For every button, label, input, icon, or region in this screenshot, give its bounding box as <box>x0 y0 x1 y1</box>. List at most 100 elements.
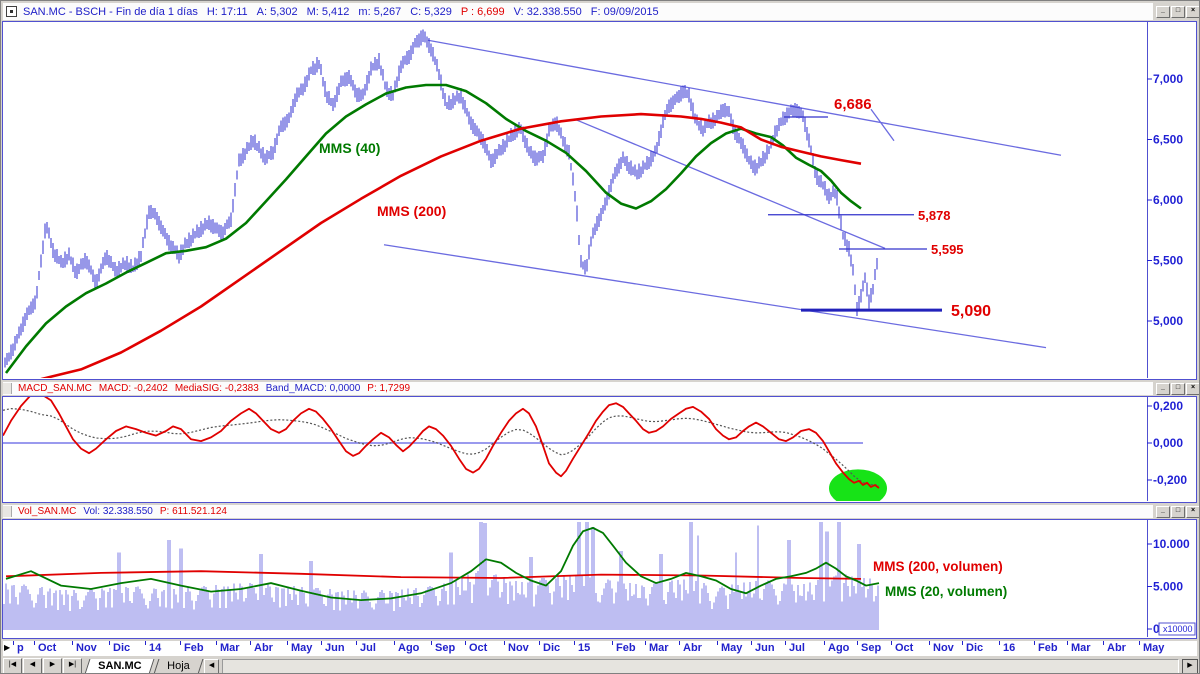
time-axis-tick <box>394 641 395 645</box>
time-axis-tick <box>321 641 322 645</box>
price-level-label: 5,878 <box>918 208 951 223</box>
price-panel-title: SAN.MC - BSCH - Fin de día 1 días H: 17:1… <box>23 6 668 18</box>
volume-y-axis: 10.000 5.000 0 x10000 <box>1147 537 1196 636</box>
scroll-right-button[interactable]: ▶ <box>1182 658 1198 673</box>
time-axis-tick <box>612 641 613 645</box>
title-segment-0: SAN.MC - BSCH - Fin de día 1 días <box>23 5 198 18</box>
last-sheet-button[interactable]: ▶| <box>63 658 82 673</box>
macd-panel-frame[interactable] <box>2 396 1197 503</box>
time-axis-tick <box>999 641 1000 645</box>
title-segment-3: M: 5,412 <box>306 5 350 18</box>
first-sheet-button[interactable]: |◀ <box>3 658 22 673</box>
mms200-label: MMS (200) <box>377 203 446 219</box>
macd-highlight-ellipse <box>829 469 887 501</box>
time-axis-tick <box>1034 641 1035 645</box>
restore-button[interactable]: □ <box>1171 506 1185 518</box>
price-level-label: 5,090 <box>951 303 991 320</box>
macd-header-segment-4: P: 1,7299 <box>367 383 411 394</box>
minimize-button[interactable]: _ <box>1156 6 1170 18</box>
time-axis-tick <box>857 641 858 645</box>
price-panel-titlebar: SAN.MC - BSCH - Fin de día 1 días H: 17:1… <box>3 3 1153 20</box>
horizontal-scrollbar-track[interactable] <box>222 658 1179 673</box>
time-axis-tick <box>13 641 14 645</box>
volume-panel-controls: _ □ × <box>1156 506 1199 518</box>
prev-sheet-button[interactable]: ◀ <box>23 658 42 673</box>
time-axis-tick <box>72 641 73 645</box>
time-axis-tick <box>34 641 35 645</box>
time-axis-tick <box>109 641 110 645</box>
volume-multiplier-box <box>1158 622 1196 636</box>
macd-panel-header: MACD_SAN.MC MACD: -0,2402 MediaSIG: -0,238… <box>3 382 1153 395</box>
time-axis-tick <box>431 641 432 645</box>
price-panel-frame[interactable] <box>2 21 1197 380</box>
next-sheet-button[interactable]: ▶ <box>43 658 62 673</box>
time-axis-label: Nov <box>76 642 97 654</box>
time-axis-tick <box>751 641 752 645</box>
minimize-button[interactable]: _ <box>1156 506 1170 518</box>
mms40-line <box>4 83 862 374</box>
time-axis-label: Ago <box>398 642 420 654</box>
volume-plot-area[interactable] <box>3 522 880 630</box>
minimize-button[interactable]: _ <box>1156 383 1170 395</box>
time-axis-label: Ago <box>828 642 850 654</box>
time-axis-label: Mar <box>1071 642 1091 654</box>
svg-text:0,000: 0,000 <box>1153 436 1183 450</box>
time-axis-label: 14 <box>149 642 162 654</box>
macd-header-segment-2: MediaSIG: -0,2383 <box>174 383 259 394</box>
price-plot-area[interactable] <box>4 29 1062 380</box>
time-axis-tick <box>465 641 466 645</box>
restore-button[interactable]: □ <box>1171 383 1185 395</box>
sheet-tab-san-mc[interactable]: SAN.MC <box>84 658 155 673</box>
title-segment-5: C: 5,329 <box>410 5 452 18</box>
macd-header-segment-0: MACD_SAN.MC <box>18 383 92 394</box>
svg-text:0,200: 0,200 <box>1153 399 1183 413</box>
time-axis-tick <box>1067 641 1068 645</box>
macd-header-segment-3: Band_MACD: 0,0000 <box>265 383 361 394</box>
time-axis-label: May <box>1143 642 1165 654</box>
macd-plot-area[interactable] <box>3 394 887 507</box>
sheet-tab-hoja[interactable]: Hoja <box>153 658 204 673</box>
macd-line <box>3 397 880 489</box>
macd-panel-grip-icon[interactable] <box>3 383 12 394</box>
time-axis-label: Oct <box>895 642 914 654</box>
time-axis-tick <box>824 641 825 645</box>
time-axis-label: 16 <box>1003 642 1016 654</box>
volume-panel-grip-icon[interactable] <box>3 506 12 517</box>
svg-text:10.000: 10.000 <box>1153 537 1190 551</box>
time-axis-tick <box>1103 641 1104 645</box>
svg-text:5,000: 5,000 <box>1153 314 1183 328</box>
volume-bars <box>3 522 879 630</box>
time-axis-label: Sep <box>861 642 882 654</box>
svg-text:5.000: 5.000 <box>1153 580 1183 594</box>
window-menu-icon[interactable] <box>6 6 17 17</box>
price-level-label: 5,595 <box>931 242 964 257</box>
time-axis-tick <box>645 641 646 645</box>
close-button[interactable]: × <box>1186 383 1199 395</box>
tab-scroll-left-button[interactable]: ◀ <box>204 658 220 673</box>
time-axis-tick <box>145 641 146 645</box>
vol-header-segment-2: P: 611.521.124 <box>159 506 227 517</box>
close-button[interactable]: × <box>1186 506 1199 518</box>
sheet-tab-label: SAN.MC <box>98 659 142 672</box>
time-axis-label: Abr <box>683 642 702 654</box>
svg-text:0: 0 <box>1153 622 1160 636</box>
title-segment-7: V: 32.338.550 <box>513 5 582 18</box>
macd-y-axis: 0,200 0,000 -0,200 <box>1147 399 1187 487</box>
time-axis-label: Nov <box>933 642 954 654</box>
time-axis-tick <box>962 641 963 645</box>
level-lines <box>768 116 942 312</box>
vol-mms200-label: MMS (200, volumen) <box>873 559 1003 574</box>
close-button[interactable]: × <box>1186 6 1199 18</box>
macd-signal-line <box>3 407 880 487</box>
restore-button[interactable]: □ <box>1171 6 1185 18</box>
time-axis-tick <box>539 641 540 645</box>
time-axis-label: Jun <box>755 642 775 654</box>
vol-mms200-line <box>5 570 862 580</box>
vol-header-segment-1: Vol: 32.338.550 <box>83 506 153 517</box>
vol-mms20-line <box>5 526 880 602</box>
time-axis-tick <box>929 641 930 645</box>
time-axis-label: Nov <box>508 642 529 654</box>
title-segment-8: F: 09/09/2015 <box>590 5 659 18</box>
time-axis-label: Mar <box>220 642 240 654</box>
